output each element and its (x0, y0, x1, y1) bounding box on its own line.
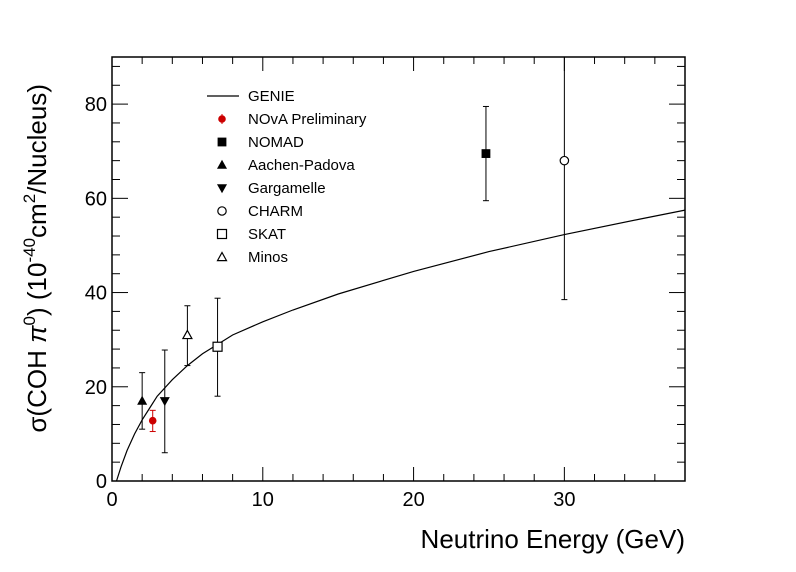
legend-label-charm: CHARM (248, 203, 303, 220)
legend-label-aachen-padova: Aachen-Padova (248, 157, 355, 174)
y-tick-label: 40 (85, 283, 107, 305)
plot-frame (111, 56, 686, 482)
legend-label-nova-preliminary: NOvA Preliminary (248, 111, 367, 128)
charm-point (559, 155, 570, 166)
y-axis-title-pi: π (22, 325, 52, 343)
y-axis-title-pi-superscript: 0 (20, 316, 39, 325)
y-axis-title-mid: ) (10 (22, 263, 52, 316)
y-axis-title-exponent: -40 (20, 238, 39, 263)
data-points-layer (137, 57, 570, 454)
genie-curve-layer (115, 209, 686, 482)
x-tick-label: 30 (553, 489, 575, 511)
legend-marker-aachen-padova (216, 159, 228, 169)
legend-marker-skat (216, 228, 228, 240)
legend-marker-minos (216, 251, 228, 262)
axis-titles: Neutrino Energy (GeV) σ(COH π0) (10-40cm… (20, 84, 685, 554)
minos-point (181, 329, 193, 340)
y-tick-label: 20 (85, 377, 107, 399)
legend-label-skat: SKAT (248, 226, 286, 243)
y-axis-title-prefix: σ(COH (22, 343, 52, 433)
y-tick-label: 60 (85, 188, 107, 210)
legend-label-minos: Minos (248, 249, 288, 266)
x-axis-title: Neutrino Energy (GeV) (421, 524, 685, 554)
x-tick-label: 20 (402, 489, 424, 511)
legend-marker-charm (217, 206, 227, 216)
y-tick-label: 0 (96, 471, 107, 493)
nova-preliminary-point (148, 416, 157, 425)
aachen-padova-point (137, 395, 148, 405)
y-axis-title-cm-superscript: 2 (20, 194, 39, 203)
nomad-point (481, 149, 491, 158)
genie-curve (115, 209, 686, 482)
y-axis-title-cm: cm (22, 203, 52, 238)
y-tick-label: 80 (85, 94, 107, 116)
x-tick-label: 10 (252, 489, 274, 511)
legend-marker-gargamelle (216, 184, 228, 194)
legend-label-gargamelle: Gargamelle (248, 180, 326, 197)
y-axis-title-suffix: /Nucleus) (22, 84, 52, 194)
x-tick-label: 0 (106, 489, 117, 511)
axes: 0 10 20 30 0 20 40 60 80 (85, 56, 686, 511)
y-axis-title: σ(COH π0) (10-40cm2/Nucleus) (20, 84, 52, 433)
skat-point (212, 341, 223, 352)
legend-marker-nova-preliminary (218, 115, 226, 123)
legend: GENIE NOvA Preliminary NOMAD Aachen-Padova G… (207, 88, 367, 266)
gargamelle-point (159, 397, 170, 407)
legend-label-nomad: NOMAD (248, 134, 304, 151)
legend-marker-nomad (217, 137, 227, 147)
legend-label-genie: GENIE (248, 88, 295, 105)
